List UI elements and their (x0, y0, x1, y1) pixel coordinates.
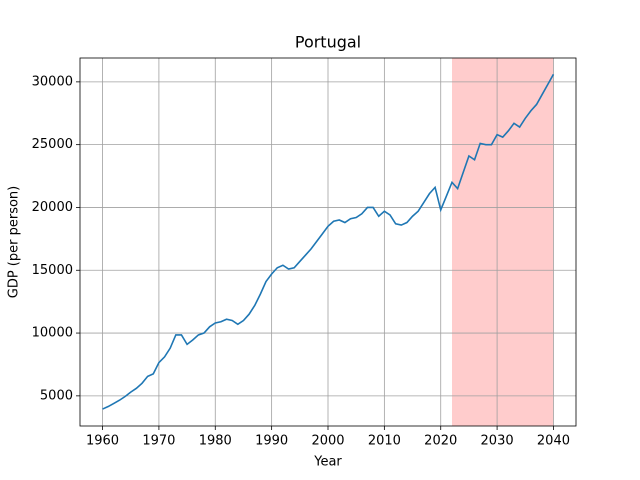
x-tick-label: 2010 (368, 434, 401, 449)
y-tick-label: 20000 (32, 200, 73, 215)
highlight-span (452, 58, 554, 426)
y-tick-label: 15000 (32, 263, 73, 278)
y-tick-label: 10000 (32, 326, 73, 341)
y-tick-label: 5000 (40, 388, 73, 403)
plot-frame (79, 57, 577, 427)
x-tick-label: 1970 (142, 434, 175, 449)
x-tick-label: 2020 (424, 434, 457, 449)
y-axis-label: GDP (per person) (7, 186, 22, 299)
chart-title: Portugal (295, 33, 361, 52)
x-tick-label: 1980 (199, 434, 232, 449)
y-tick-label: 30000 (32, 74, 73, 89)
x-tick-label: 1960 (86, 434, 119, 449)
x-tick-label: 1990 (255, 434, 288, 449)
x-tick-label: 2030 (481, 434, 514, 449)
x-axis-label: Year (313, 455, 342, 470)
data-line (102, 73, 555, 410)
x-tick-label: 2000 (311, 434, 344, 449)
y-tick-label: 25000 (32, 137, 73, 152)
x-tick-label: 2040 (537, 434, 570, 449)
